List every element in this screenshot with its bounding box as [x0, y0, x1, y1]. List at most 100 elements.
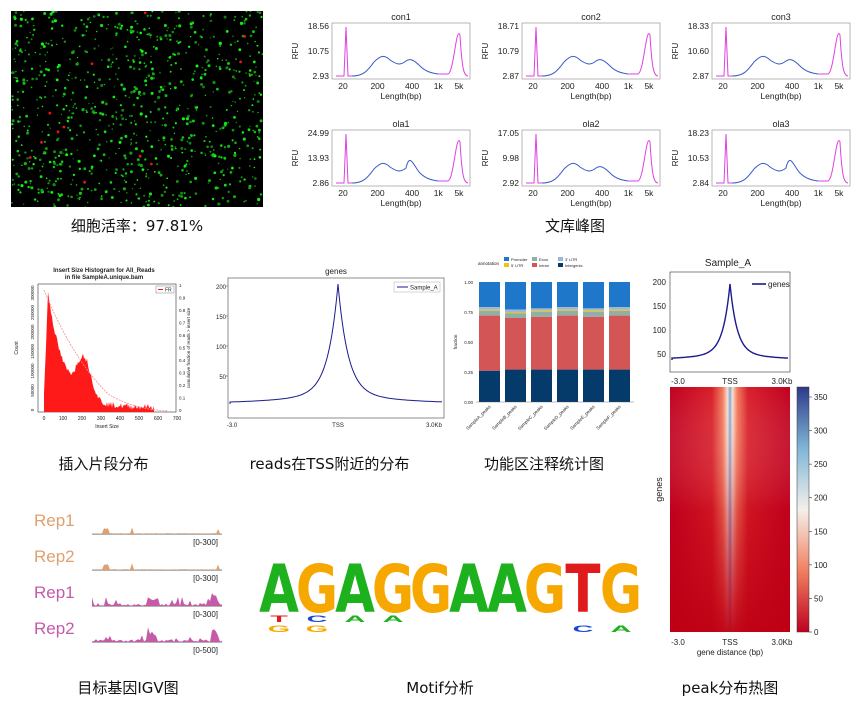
live-cell: [200, 151, 203, 155]
motif-letter-7: G: [524, 556, 566, 628]
live-cell: [147, 168, 149, 171]
live-cell: [64, 148, 68, 152]
live-cell: [190, 149, 193, 152]
live-cell: [124, 180, 128, 184]
live-cell: [57, 154, 61, 157]
live-cell: [129, 29, 133, 32]
live-cell: [130, 138, 132, 141]
live-cell: [106, 15, 109, 19]
live-cell: [41, 131, 43, 133]
y-tick-0.75: 0.75: [464, 310, 473, 315]
live-cell: [232, 100, 234, 102]
bar-segment: [531, 312, 552, 317]
bar-segment: [531, 308, 552, 311]
library-panel-ola2: ola2 17.05 9.98 2.92 RFU 20 200 400 1k 5k Length(b…: [481, 119, 661, 208]
bar-segment: [505, 369, 526, 402]
marker-peak-high: [438, 140, 469, 184]
live-cell: [118, 140, 122, 144]
y-tick-1.00: 1.00: [464, 280, 473, 285]
y-mid-label: 13.93: [308, 153, 330, 163]
plot-frame: [711, 129, 851, 187]
live-cell: [23, 125, 25, 128]
live-cell: [119, 123, 122, 126]
live-cell: [76, 62, 79, 65]
live-cell: [249, 165, 251, 167]
live-cell: [36, 99, 38, 101]
y-tick-0.00: 0.00: [464, 400, 473, 405]
marker-peak-low: [336, 133, 352, 184]
live-cell: [116, 78, 119, 81]
live-cell: [188, 136, 191, 140]
live-cell: [126, 40, 129, 43]
live-cell: [153, 200, 156, 203]
live-cell: [208, 140, 211, 143]
live-cell: [138, 61, 142, 64]
live-cell: [23, 162, 27, 166]
live-cell: [147, 32, 151, 36]
live-cell: [251, 104, 254, 107]
live-cell: [246, 42, 249, 45]
y-tick-200000: 200000: [30, 324, 35, 340]
live-cell: [66, 119, 69, 123]
live-cell: [114, 171, 117, 175]
live-cell: [117, 67, 120, 69]
bar-segment: [557, 307, 578, 310]
igv-range-0: [0-300]: [193, 538, 218, 547]
live-cell: [139, 187, 141, 189]
live-cell: [35, 77, 38, 81]
x-tick-500: 500: [135, 416, 144, 422]
live-cell: [45, 60, 47, 63]
live-cell: [245, 10, 248, 13]
live-cell: [157, 107, 161, 111]
live-cell: [223, 156, 227, 160]
live-cell: [133, 120, 136, 122]
live-cell: [47, 42, 50, 45]
live-cell: [235, 70, 237, 72]
live-cell: [38, 158, 42, 162]
bar-segment: [479, 315, 500, 371]
live-cell: [106, 65, 110, 68]
live-cell: [250, 73, 253, 76]
profile-x-tick-3.0Kb: 3.0Kb: [772, 377, 793, 386]
live-cell: [149, 130, 151, 132]
bar-segment: [531, 310, 552, 312]
marker-peak-low: [716, 26, 732, 77]
live-cell: [134, 147, 138, 151]
plot-frame: [521, 22, 661, 80]
live-cell: [139, 112, 143, 116]
live-cell: [194, 176, 198, 180]
live-cell: [19, 17, 23, 21]
live-cell: [69, 58, 71, 61]
live-cell: [185, 122, 189, 126]
live-cell: [82, 23, 86, 26]
live-cell: [105, 114, 107, 116]
live-cell: [258, 92, 261, 94]
live-cell: [130, 114, 133, 118]
live-cell: [137, 92, 141, 96]
caption-insert-size: 插入片段分布: [58, 455, 149, 473]
live-cell: [61, 24, 64, 27]
live-cell: [84, 96, 88, 100]
library-trace: [351, 160, 439, 184]
plot-frame: [227, 277, 445, 419]
live-cell: [162, 184, 165, 187]
live-cell: [59, 150, 63, 155]
live-cell: [13, 58, 16, 60]
live-cell: [40, 42, 44, 46]
live-cell: [17, 188, 20, 191]
live-cell: [86, 71, 90, 74]
live-cell: [188, 163, 191, 165]
live-cell: [114, 25, 117, 28]
live-cell: [138, 38, 140, 41]
y-axis-label: RFU: [671, 43, 680, 60]
live-cell: [97, 133, 99, 136]
live-cell: [44, 147, 48, 151]
y-max-label: 24.99: [308, 128, 330, 138]
live-cell: [157, 171, 161, 175]
live-cell: [19, 191, 22, 194]
live-cell: [201, 66, 204, 69]
x-tick-SampleC_peaks: SampleC_peaks: [517, 404, 544, 431]
motif-letter-8: T: [565, 556, 601, 628]
x-tick-600: 600: [154, 416, 163, 422]
live-cell: [233, 19, 236, 21]
